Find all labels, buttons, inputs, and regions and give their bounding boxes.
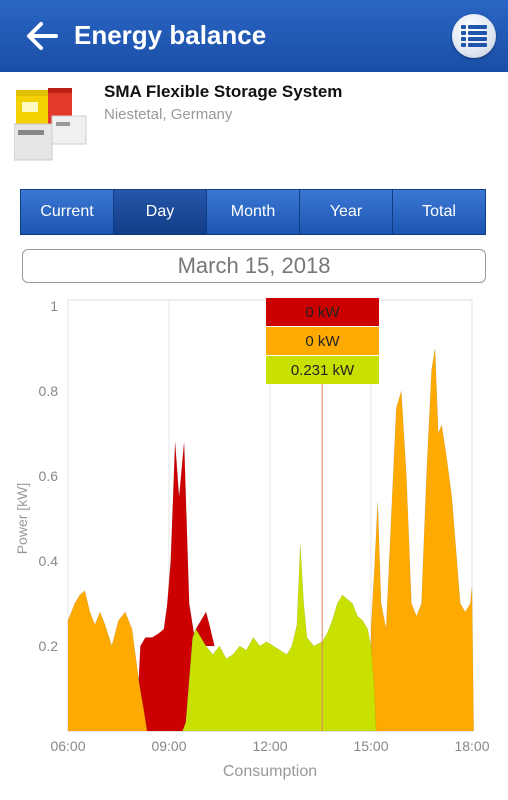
x-tick-label: 06:00 [50, 738, 85, 754]
inverter-device-image [14, 88, 87, 161]
x-axis-label: Consumption [223, 763, 317, 780]
tab-year[interactable]: Year [300, 190, 393, 234]
tooltip-box [266, 298, 379, 326]
page-title: Energy balance [74, 20, 267, 50]
app-bar: Energy balance [0, 0, 508, 72]
back-arrow-icon[interactable] [24, 18, 60, 54]
y-tick-label: 0.6 [39, 468, 59, 484]
y-tick-label: 1 [50, 298, 58, 314]
y-tick-label: 0.2 [39, 638, 59, 654]
tab-total[interactable]: Total [393, 190, 485, 234]
tab-day[interactable]: Day [114, 190, 207, 234]
tab-current[interactable]: Current [21, 190, 114, 234]
tooltip-box [266, 327, 379, 355]
y-tick-label: 0.4 [39, 553, 59, 569]
menu-button[interactable] [452, 14, 496, 58]
tooltip-box [266, 356, 379, 384]
period-tabs: Current Day Month Year Total [20, 189, 486, 235]
x-tick-label: 18:00 [454, 738, 489, 754]
area-series-2 [182, 543, 377, 732]
x-tick-label: 09:00 [151, 738, 186, 754]
tab-month[interactable]: Month [207, 190, 300, 234]
system-location: Niestetal, Germany [104, 106, 233, 123]
energy-chart[interactable]: 0.2 0.4 0.6 0.8 1 06:00 09:00 12:00 15:00 18:00 Po… [0, 290, 508, 800]
y-axis-label: Power [kW] [14, 483, 30, 555]
x-tick-label: 12:00 [252, 738, 287, 754]
date-selector[interactable]: March 15, 2018 [22, 249, 486, 283]
area-series-0 [67, 348, 475, 732]
tooltip-value: 0.231 kW [291, 362, 355, 379]
y-tick-label: 0.8 [39, 383, 59, 399]
tooltip-value: 0 kW [305, 304, 340, 321]
system-name: SMA Flexible Storage System [104, 82, 343, 101]
list-menu-icon [461, 25, 487, 47]
x-tick-label: 15:00 [353, 738, 388, 754]
tooltip-value: 0 kW [305, 333, 340, 350]
